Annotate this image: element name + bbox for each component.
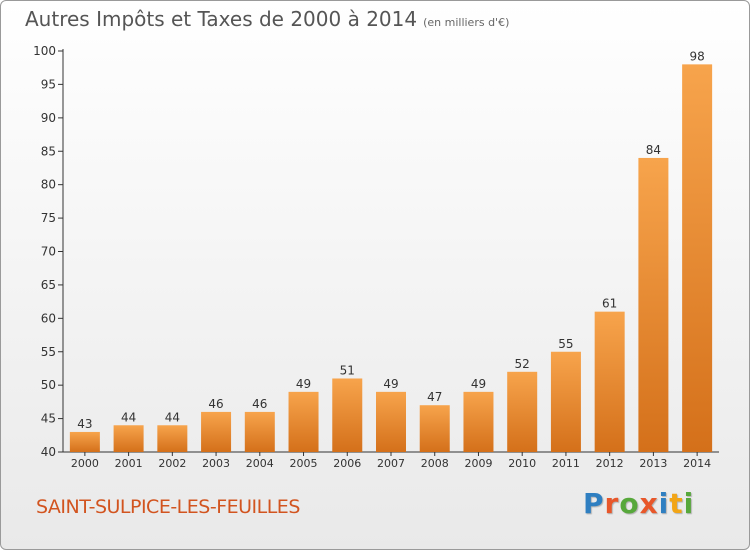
- bar-value-label: 49: [383, 377, 398, 391]
- bar: [682, 64, 713, 452]
- bar-value-label: 52: [515, 357, 530, 371]
- bar-value-label: 61: [602, 297, 617, 311]
- chart-axes: 40 45 50 55 60 65 70 75 80 85 90 95 100 2000 2001 2002 2…: [33, 44, 719, 470]
- x-tick-label: 2005: [290, 457, 318, 470]
- x-tick-label: 2000: [71, 457, 99, 470]
- logo-letter: t: [669, 487, 684, 520]
- logo-letter: i: [658, 487, 670, 520]
- bar: [463, 391, 494, 452]
- x-tick-label: 2003: [202, 457, 230, 470]
- x-tick-label: 2007: [377, 457, 405, 470]
- y-tick-label: 40: [41, 445, 56, 459]
- bar: [594, 311, 625, 452]
- x-tick-label: 2006: [333, 457, 361, 470]
- x-tick-label: 2014: [683, 457, 711, 470]
- x-tick-label: 2011: [552, 457, 580, 470]
- bar: [507, 371, 538, 452]
- logo-letter: o: [619, 487, 640, 520]
- x-tick-label: 2010: [508, 457, 536, 470]
- bar-value-label: 49: [296, 377, 311, 391]
- commune-name: SAINT-SULPICE-LES-FEUILLES: [36, 496, 300, 518]
- bar-value-label: 51: [340, 363, 355, 377]
- y-tick-label: 90: [41, 111, 56, 125]
- y-tick-label: 75: [41, 211, 56, 225]
- y-tick-label: 55: [41, 345, 56, 359]
- x-tick-label: 2004: [246, 457, 274, 470]
- bar: [376, 391, 406, 452]
- bar: [332, 378, 363, 452]
- y-tick-label: 85: [41, 144, 56, 158]
- bar-value-label: 46: [208, 397, 223, 411]
- logo-letter: i: [683, 487, 695, 520]
- bar-value-label: 44: [165, 410, 180, 424]
- chart-subtitle: (en milliers d'€): [423, 16, 510, 29]
- bar: [550, 351, 581, 452]
- x-tick-label: 2008: [421, 457, 449, 470]
- chart-title-text: Autres Impôts et Taxes de 2000 à 2014: [25, 7, 418, 31]
- bar: [288, 391, 319, 452]
- bar: [244, 411, 275, 452]
- bar-value-label: 49: [471, 377, 486, 391]
- bar: [69, 431, 100, 452]
- chart-title: Autres Impôts et Taxes de 2000 à 2014 (en…: [25, 7, 509, 31]
- logo-letter: P: [583, 487, 605, 520]
- bar: [113, 425, 144, 452]
- bar-value-label: 55: [558, 337, 573, 351]
- logo-letter: x: [639, 487, 659, 520]
- y-tick-label: 50: [41, 378, 56, 392]
- proxiti-logo[interactable]: Proxiti: [583, 487, 694, 520]
- bar: [638, 157, 669, 452]
- chart-bars: 43 44 44 46 46 49 51 49 47 49 52 55 61 84 98: [69, 49, 713, 452]
- x-tick-label: 2002: [158, 457, 186, 470]
- x-tick-label: 2012: [596, 457, 624, 470]
- logo-letter: r: [604, 487, 620, 520]
- bar-value-label: 84: [646, 143, 661, 157]
- y-tick-label: 60: [41, 311, 56, 325]
- bar-value-label: 46: [252, 397, 267, 411]
- y-tick-label: 100: [33, 44, 56, 58]
- bar-value-label: 44: [121, 410, 136, 424]
- bar: [157, 425, 188, 452]
- bar-value-label: 98: [689, 49, 704, 63]
- y-tick-label: 45: [41, 412, 56, 426]
- y-tick-label: 65: [41, 278, 56, 292]
- x-tick-label: 2001: [115, 457, 143, 470]
- y-tick-label: 70: [41, 245, 56, 259]
- bar: [419, 405, 450, 452]
- bar-value-label: 43: [77, 417, 92, 431]
- x-tick-label: 2009: [464, 457, 492, 470]
- bar: [201, 411, 232, 452]
- x-tick-label: 2013: [639, 457, 667, 470]
- bar-value-label: 47: [427, 390, 442, 404]
- y-tick-label: 95: [41, 77, 56, 91]
- y-tick-label: 80: [41, 178, 56, 192]
